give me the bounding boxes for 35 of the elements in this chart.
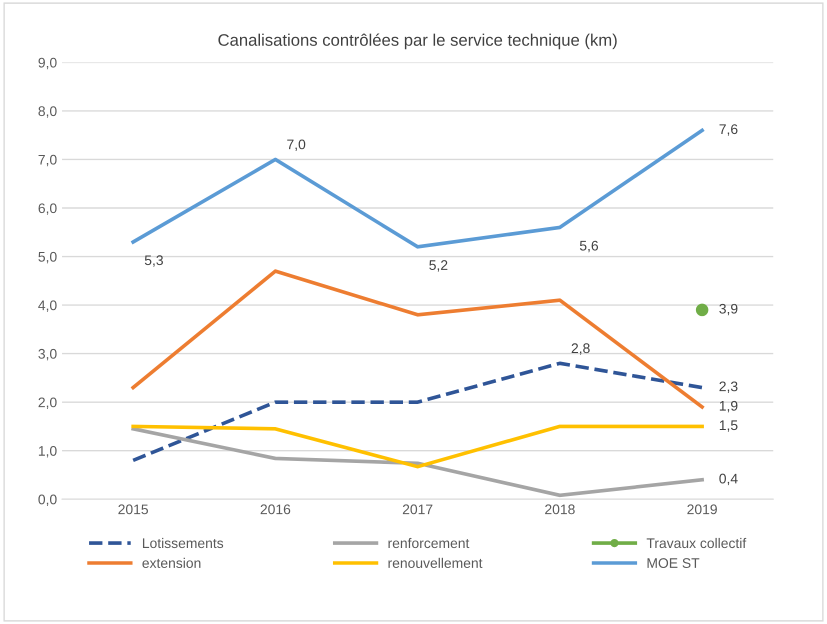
data-label: 2,3 xyxy=(719,381,738,393)
x-tick-label: 2015 xyxy=(118,504,148,514)
legend-label: renforcement xyxy=(388,538,470,548)
data-label: 2,8 xyxy=(572,343,590,355)
x-tick-label: 2019 xyxy=(687,504,717,514)
x-tick-label: 2018 xyxy=(545,504,575,514)
data-label: 1,9 xyxy=(720,400,738,412)
y-tick-label: 1,0 xyxy=(38,446,57,458)
data-label: 5,6 xyxy=(580,240,598,252)
data-label: 1,5 xyxy=(720,420,738,432)
data-label: 7,0 xyxy=(287,139,306,151)
legend-label: Lotissements xyxy=(142,538,224,548)
legend-label: extension xyxy=(142,558,200,568)
data-label: 7,6 xyxy=(720,124,738,136)
y-tick-label: 6,0 xyxy=(38,203,57,215)
x-tick-label: 2017 xyxy=(402,504,432,514)
y-tick-label: 0,0 xyxy=(38,494,57,506)
chart-title: Canalisations contrôlées par le service technique (km) xyxy=(218,33,617,50)
data-label: 0,4 xyxy=(719,474,738,486)
x-tick-label: 2016 xyxy=(260,504,290,514)
legend-label: renouvellement xyxy=(388,558,482,568)
legend-label: MOE ST xyxy=(648,558,700,568)
legend-label: Travaux collectif xyxy=(646,538,746,548)
data-label: 5,2 xyxy=(429,260,448,272)
line-series xyxy=(131,362,704,462)
data-label: 3,9 xyxy=(719,304,738,316)
y-tick-label: 4,0 xyxy=(38,300,57,312)
y-tick-label: 3,0 xyxy=(38,348,57,360)
data-label: 5,3 xyxy=(144,255,163,267)
y-tick-label: 7,0 xyxy=(38,154,57,166)
y-tick-label: 9,0 xyxy=(38,58,57,70)
y-tick-label: 8,0 xyxy=(38,106,57,118)
y-tick-label: 5,0 xyxy=(38,252,57,264)
line-series xyxy=(131,427,704,498)
y-tick-label: 2,0 xyxy=(38,397,57,409)
